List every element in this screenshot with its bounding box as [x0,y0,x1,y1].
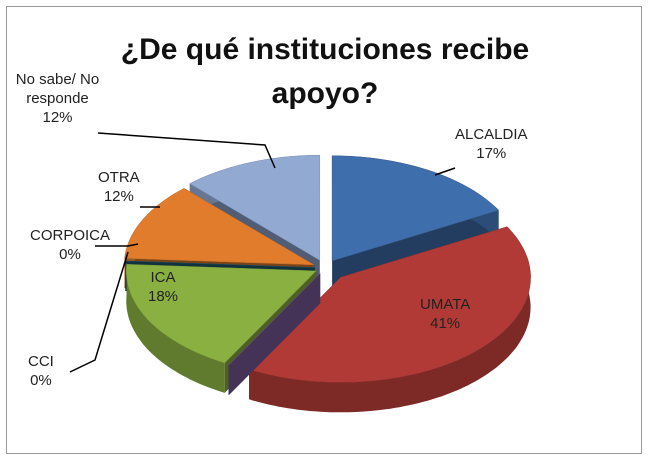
value-label: 17% [476,145,507,162]
category-name: No sabe/ No responde [15,71,100,107]
category-name: ICA [150,269,176,286]
value-label: 12% [103,188,134,205]
slice-top [125,264,317,364]
slice-label: CORPOICA 0% [30,226,110,264]
category-name: OTRA [98,169,140,186]
value-label: 0% [30,372,52,389]
value-label: 0% [59,246,81,263]
slice-label: No sabe/ No responde 12% [10,70,105,127]
slice-top [124,188,315,266]
chart-frame [6,6,642,454]
category-name: CCI [28,353,54,370]
value-label: 18% [148,288,179,305]
leader-line [434,167,456,176]
category-name: ALCALDIA [455,126,528,143]
slice-label: CCI 0% [28,352,54,390]
category-name: UMATA [420,296,471,313]
slice-top [331,155,500,262]
slice-label: ALCALDIA 17% [455,125,528,163]
leader-line [95,243,139,247]
leader-line [69,251,129,373]
slice-label: OTRA 12% [98,168,140,206]
slice [248,226,531,413]
category-name: CORPOICA [30,227,111,244]
slice-top [228,273,321,366]
slice-side [249,226,531,413]
value-label: 41% [430,315,461,332]
slice-top [189,154,321,261]
slice-label: UMATA 41% [420,295,470,333]
chart-title: ¿De qué instituciones recibe apoyo? [120,33,530,110]
slice-top [248,226,531,383]
value-label: 12% [42,109,73,126]
slice-label: ICA 18% [148,268,178,306]
leader-line [97,132,276,169]
slice-side [126,264,225,393]
slice-wall [228,273,321,396]
slice [228,273,321,396]
